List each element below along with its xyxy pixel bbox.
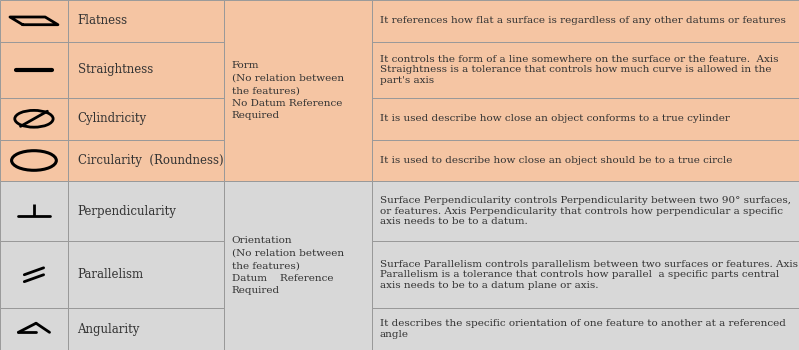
Bar [372,0,799,42]
Text: Angularity: Angularity [78,323,140,336]
Bar [224,181,372,350]
Bar [0,181,68,241]
Text: Form
(No relation between
the features)
No Datum Reference
Required: Form (No relation between the features) … [232,61,344,120]
Text: It is used describe how close an object conforms to a true cylinder: It is used describe how close an object … [380,114,729,123]
Bar [372,181,799,241]
Text: Straightness: Straightness [78,63,153,76]
Bar [372,308,799,350]
Text: It controls the form of a line somewhere on the surface or the feature.  Axis St: It controls the form of a line somewhere… [380,55,778,85]
Bar [68,140,224,181]
Bar [0,98,68,140]
Bar [0,241,68,308]
Text: Surface Parallelism controls parallelism between two surfaces or features. Axis : Surface Parallelism controls parallelism… [380,260,797,290]
Text: It describes the specific orientation of one feature to another at a referenced : It describes the specific orientation of… [380,320,785,339]
Bar [68,42,224,98]
Bar [372,98,799,140]
Bar [0,42,68,98]
Bar [0,308,68,350]
Bar [68,181,224,241]
Text: Circularity  (Roundness): Circularity (Roundness) [78,154,223,167]
Text: Surface Perpendicularity controls Perpendicularity between two 90° surfaces, or : Surface Perpendicularity controls Perpen… [380,196,790,226]
Bar [0,0,68,42]
Bar [372,140,799,181]
Text: Cylindricity: Cylindricity [78,112,147,125]
Bar [372,241,799,308]
Bar [0,140,68,181]
Text: It references how flat a surface is regardless of any other datums or features: It references how flat a surface is rega… [380,16,785,25]
Text: Orientation
(No relation between
the features)
Datum    Reference
Required: Orientation (No relation between the fea… [232,236,344,295]
Bar [68,98,224,140]
Bar [68,0,224,42]
Bar [68,308,224,350]
Text: Flatness: Flatness [78,14,128,27]
Bar [68,241,224,308]
Text: It is used to describe how close an object should be to a true circle: It is used to describe how close an obje… [380,156,732,165]
Text: Perpendicularity: Perpendicularity [78,205,177,218]
Bar [372,42,799,98]
Text: Parallelism: Parallelism [78,268,144,281]
Bar [224,0,372,181]
